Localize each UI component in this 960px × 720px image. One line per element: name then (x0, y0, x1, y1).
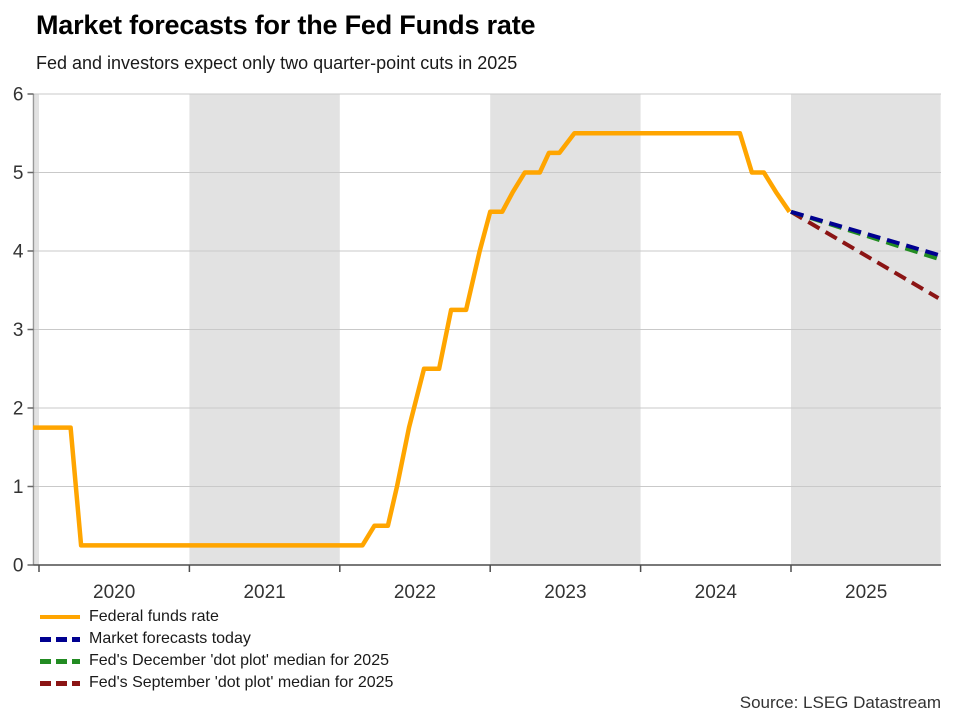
series-line-market-forecasts-today (790, 209, 939, 257)
solid-line-swatch-icon (40, 614, 80, 620)
legend-label: Market forecasts today (89, 630, 251, 647)
legend-item-federal-funds-rate: Federal funds rate (40, 606, 640, 628)
x-tick-label: 2020 (93, 582, 135, 603)
x-tick-label: 2025 (845, 582, 887, 603)
dashed-line-swatch-icon (40, 636, 80, 642)
series-line-fed-s-september-dot-plot-median-for-2025 (789, 210, 940, 300)
x-tick-label: 2023 (544, 582, 586, 603)
legend-item-market-forecasts: Market forecasts today (40, 628, 640, 650)
legend-item-september-dot-plot: Fed's September 'dot plot' median for 20… (40, 672, 640, 694)
source-attribution: Source: LSEG Datastream (739, 693, 941, 712)
x-tick-label: 2021 (243, 582, 285, 603)
y-tick-label: 4 (13, 242, 24, 263)
legend-item-december-dot-plot: Fed's December 'dot plot' median for 202… (40, 650, 640, 672)
x-tick-label: 2022 (394, 582, 436, 603)
chart-title: Market forecasts for the Fed Funds rate (36, 10, 536, 40)
dashed-line-swatch-icon (40, 680, 80, 686)
y-tick-label: 1 (13, 477, 24, 498)
y-tick-label: 0 (13, 556, 24, 577)
y-tick-label: 6 (13, 85, 24, 106)
y-tick-label: 2 (13, 399, 24, 420)
dashed-line-swatch-icon (40, 658, 80, 664)
y-tick-label: 5 (13, 163, 24, 184)
x-tick-label: 2024 (695, 582, 738, 603)
series-line-federal-funds-rate (33, 131, 792, 548)
chart-legend: Federal funds rate Market forecasts toda… (40, 606, 640, 694)
legend-label: Fed's September 'dot plot' median for 20… (89, 674, 394, 691)
chart-subtitle: Fed and investors expect only two quarte… (36, 53, 518, 73)
y-tick-label: 3 (13, 320, 24, 341)
legend-label: Federal funds rate (89, 608, 219, 625)
legend-label: Fed's December 'dot plot' median for 202… (89, 652, 389, 669)
